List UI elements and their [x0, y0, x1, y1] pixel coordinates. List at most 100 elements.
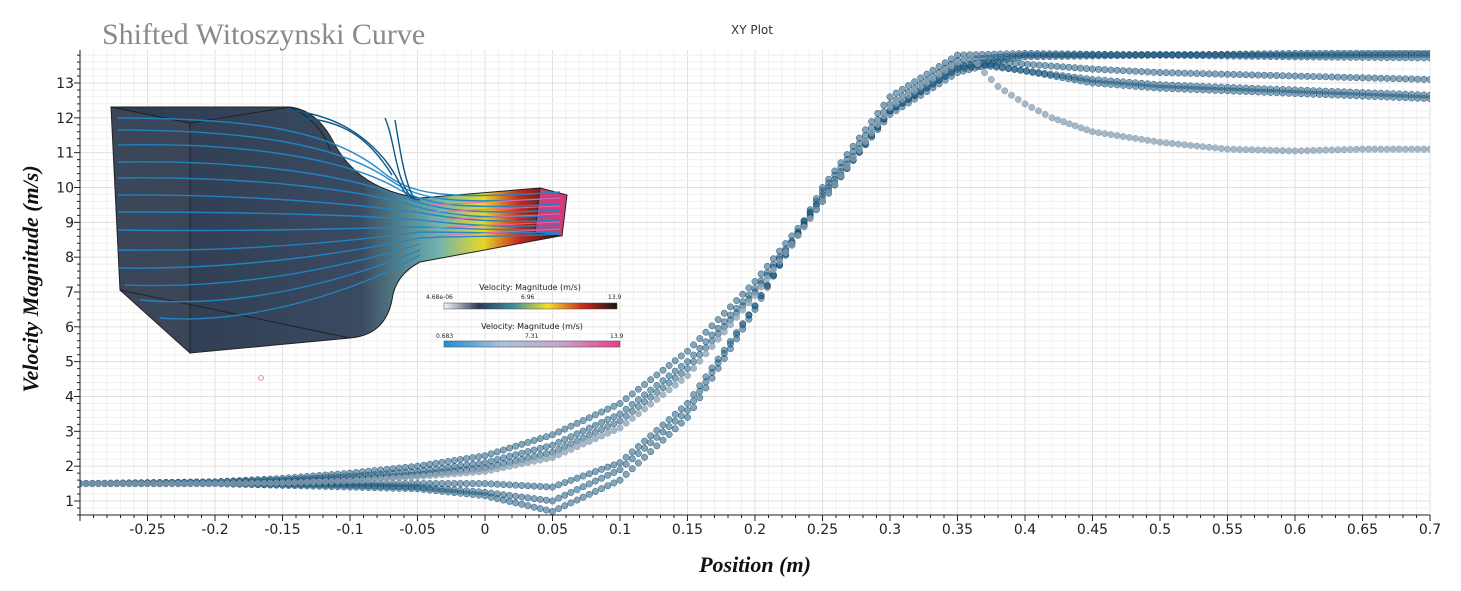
data-point [1328, 53, 1336, 61]
data-point [1230, 145, 1238, 153]
data-point [647, 448, 655, 455]
data-point [1047, 72, 1054, 79]
data-point [1224, 87, 1231, 95]
data-point [1273, 89, 1280, 97]
data-point [647, 386, 655, 394]
data-point [1144, 136, 1152, 144]
data-point [1267, 72, 1274, 79]
data-point [1230, 52, 1238, 60]
data-point [1402, 54, 1409, 62]
data-point [1021, 100, 1029, 108]
data-point [432, 471, 440, 479]
data-point [573, 443, 581, 451]
data-point [1334, 53, 1342, 61]
data-point [561, 491, 569, 499]
data-point [524, 482, 532, 490]
data-point [487, 480, 495, 488]
data-point [1297, 90, 1305, 98]
data-point [598, 465, 605, 473]
data-point [420, 472, 428, 480]
data-point [101, 480, 108, 487]
data-point [125, 480, 133, 487]
data-point [579, 493, 587, 501]
data-point [696, 351, 704, 359]
data-point [610, 427, 618, 434]
data-point [684, 413, 691, 421]
data-point [1058, 50, 1066, 58]
data-point [1365, 54, 1373, 61]
data-point [371, 475, 378, 483]
data-point [653, 442, 661, 450]
data-point [987, 61, 994, 69]
data-point [714, 316, 722, 323]
data-point [1065, 63, 1073, 71]
data-point [917, 74, 925, 82]
data-point [770, 272, 777, 280]
data-point [1138, 135, 1145, 143]
data-point [549, 497, 556, 505]
data-point [1389, 93, 1397, 101]
data-point [641, 381, 648, 388]
data-point [322, 478, 329, 485]
data-point [1420, 95, 1428, 102]
data-point [1083, 78, 1090, 86]
data-point [1205, 143, 1213, 151]
data-point [1071, 122, 1079, 130]
data-point [242, 479, 250, 487]
y-tick-label: 1 [65, 494, 74, 510]
data-point [432, 459, 440, 467]
data-point [309, 478, 317, 486]
data-point [776, 247, 783, 255]
data-point [1168, 69, 1176, 77]
data-point [493, 480, 501, 488]
y-axis-label: Velocity Magnitude (m/s) [18, 165, 43, 393]
data-point [542, 506, 550, 514]
data-point [1267, 89, 1274, 96]
data-point [1303, 147, 1311, 155]
data-point [849, 155, 857, 163]
data-point [598, 408, 605, 416]
data-point [1132, 135, 1139, 142]
data-point [1273, 72, 1280, 79]
data-point [1242, 88, 1250, 95]
data-point [1095, 65, 1103, 73]
data-point [1273, 147, 1280, 154]
data-point [530, 457, 538, 465]
data-point [684, 347, 691, 355]
data-point [1119, 133, 1127, 140]
data-point [641, 437, 648, 445]
data-point [1009, 50, 1017, 58]
data-point [1426, 54, 1430, 62]
data-point [1248, 88, 1256, 96]
data-point [1205, 52, 1213, 60]
data-point [855, 146, 863, 154]
data-point [782, 249, 790, 257]
data-point [1297, 147, 1305, 155]
data-point [1040, 50, 1047, 58]
data-point [981, 69, 988, 76]
data-point [960, 55, 968, 63]
data-point [1175, 85, 1182, 93]
data-point [475, 491, 483, 499]
data-point [911, 87, 918, 95]
data-point [407, 485, 415, 493]
data-point [1023, 67, 1030, 75]
data-point [303, 478, 311, 486]
data-point [567, 433, 575, 441]
data-point [1082, 50, 1090, 58]
data-point [745, 284, 753, 292]
data-point [696, 394, 704, 402]
data-point [536, 483, 544, 490]
data-point [536, 456, 544, 464]
colorbars [443, 302, 621, 348]
data-point [500, 446, 507, 454]
data-point [677, 369, 685, 377]
data-point [1187, 86, 1195, 93]
data-point [524, 448, 532, 455]
data-point [677, 405, 685, 413]
overlay-title: Shifted Witoszynski Curve [102, 18, 426, 51]
data-point [1168, 85, 1176, 93]
data-point [592, 488, 599, 495]
data-point [1211, 70, 1219, 78]
data-point [720, 328, 728, 336]
